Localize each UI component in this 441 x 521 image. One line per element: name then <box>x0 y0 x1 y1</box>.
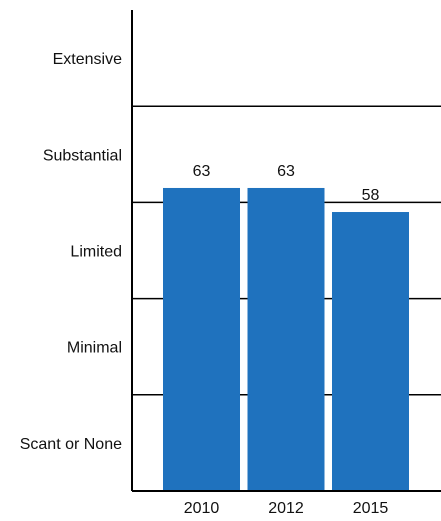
x-tick-label: 2010 <box>184 500 220 516</box>
data-label: 63 <box>193 163 211 180</box>
bar <box>163 187 240 491</box>
y-band-label: Scant or None <box>20 436 122 453</box>
data-label: 63 <box>277 163 295 180</box>
x-tick-label: 2012 <box>268 500 304 516</box>
labels: Scant or None Minimal Limited Substantial Ex… <box>20 51 389 517</box>
axes <box>131 10 441 492</box>
y-band-label: Extensive <box>53 51 122 68</box>
y-band-label: Minimal <box>67 340 122 357</box>
bar <box>332 212 409 491</box>
data-label: 58 <box>362 187 380 204</box>
y-band-label: Substantial <box>43 147 122 164</box>
y-band-label: Limited <box>70 244 122 261</box>
x-tick-label: 2015 <box>353 500 389 516</box>
bars <box>163 187 409 491</box>
bar <box>247 187 325 491</box>
